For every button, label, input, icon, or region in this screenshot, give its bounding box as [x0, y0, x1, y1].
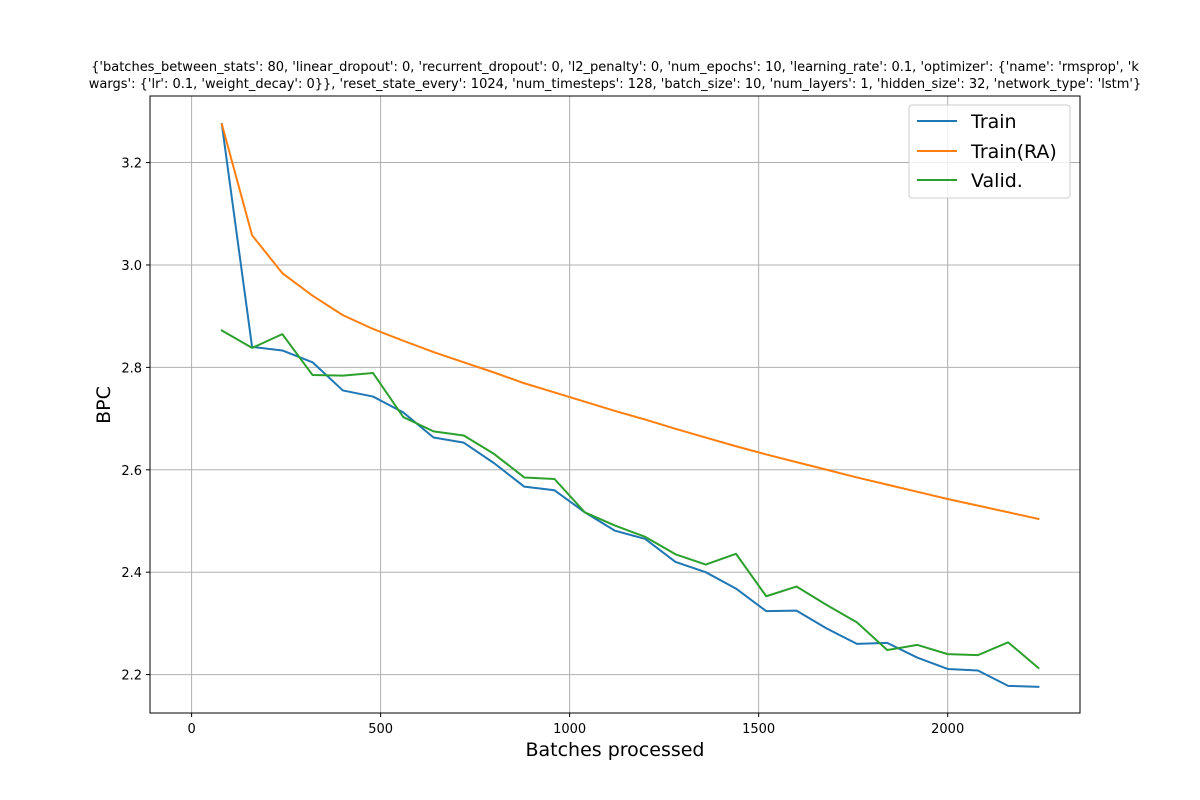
- x-axis-label: Batches processed: [525, 739, 704, 761]
- plot-area-frame: [149, 95, 1081, 714]
- series-line-train: [220, 123, 1040, 688]
- axis-ticks: 0 500 1000 1500 2000 2.2 2.4 2.6 2.8 3.0 3.2: [121, 157, 964, 737]
- y-tick-label: 2.4: [121, 566, 142, 581]
- grid-lines: [150, 96, 1080, 713]
- x-tick-label: 1500: [742, 722, 775, 737]
- legend-label-train-ra: Train(RA): [970, 141, 1057, 163]
- series-lines: [220, 122, 1040, 688]
- y-axis-label: BPC: [93, 386, 115, 424]
- series-line-train-ra: [220, 122, 1040, 521]
- chart-title-line-1: {'batches_between_stats': 80, 'linear_dr…: [91, 60, 1139, 75]
- legend: Train Train(RA) Valid.: [908, 104, 1071, 199]
- legend-label-train: Train: [970, 111, 1017, 133]
- chart-title-line-2: wargs': {'lr': 0.1, 'weight_decay': 0}},…: [89, 77, 1141, 92]
- y-tick-label: 2.2: [121, 669, 142, 684]
- y-tick-label: 2.6: [121, 464, 142, 479]
- legend-label-valid: Valid.: [971, 170, 1023, 192]
- x-tick-label: 2000: [931, 722, 964, 737]
- x-tick-label: 500: [368, 722, 393, 737]
- y-tick-label: 2.8: [121, 361, 142, 376]
- x-tick-label: 0: [187, 722, 195, 737]
- y-tick-label: 3.2: [121, 157, 142, 172]
- legend-frame: [908, 104, 1071, 199]
- series-line-valid: [220, 329, 1040, 670]
- y-tick-label: 3.0: [121, 259, 142, 274]
- x-tick-label: 1000: [553, 722, 586, 737]
